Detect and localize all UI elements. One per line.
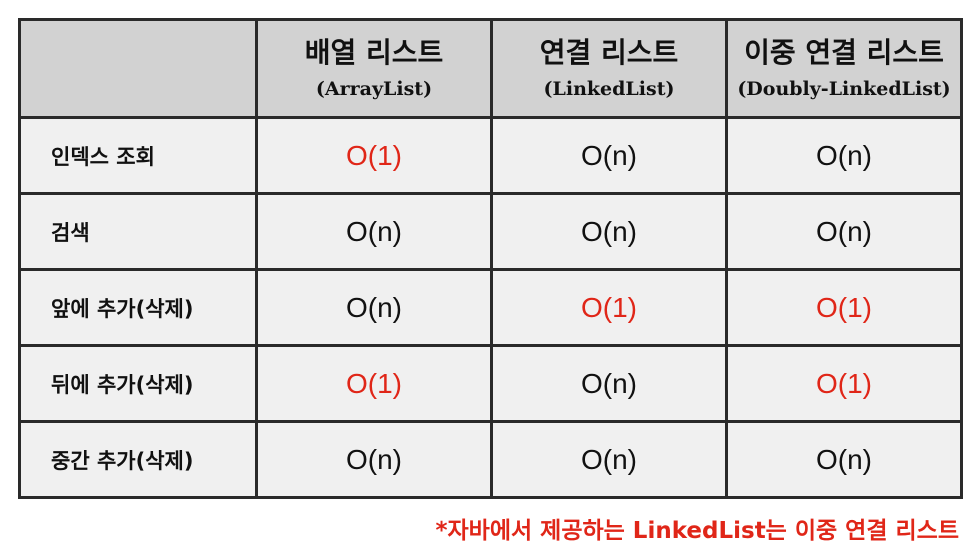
complexity-value: O(n) [725,116,963,195]
complexity-value: O(1) [725,344,963,423]
complexity-value: O(n) [725,420,963,499]
header-subtitle: (ArrayList) [315,77,433,100]
complexity-value: O(1) [490,268,728,347]
operation-label: 뒤에 추가(삭제) [18,344,258,423]
complexity-value: O(n) [490,116,728,195]
complexity-value: O(n) [490,192,728,271]
complexity-value: O(n) [725,192,963,271]
header-arraylist: 배열 리스트 (ArrayList) [255,18,493,119]
complexity-value: O(n) [490,420,728,499]
table-row: 검색 O(n) O(n) O(n) [18,192,963,271]
table-row: 중간 추가(삭제) O(n) O(n) O(n) [18,420,963,499]
complexity-table-container: 배열 리스트 (ArrayList) 연결 리스트 (LinkedList) 이… [18,18,963,499]
header-doubly-linkedlist: 이중 연결 리스트 (Doubly-LinkedList) [725,18,963,119]
header-corner-cell [18,18,258,119]
operation-label: 검색 [18,192,258,271]
footnote: *자바에서 제공하는 LinkedList는 이중 연결 리스트 [435,518,959,544]
complexity-value: O(n) [255,192,493,271]
header-subtitle: (LinkedList) [543,77,675,100]
complexity-value: O(n) [255,420,493,499]
operation-label: 인덱스 조회 [18,116,258,195]
header-title: 배열 리스트 [304,35,444,69]
complexity-value: O(n) [490,344,728,423]
complexity-table: 배열 리스트 (ArrayList) 연결 리스트 (LinkedList) 이… [18,18,963,499]
header-linkedlist: 연결 리스트 (LinkedList) [490,18,728,119]
complexity-value: O(1) [255,344,493,423]
header-subtitle: (Doubly-LinkedList) [737,77,951,100]
header-title: 이중 연결 리스트 [744,35,944,69]
table-row: 인덱스 조회 O(1) O(n) O(n) [18,116,963,195]
table-row: 뒤에 추가(삭제) O(1) O(n) O(1) [18,344,963,423]
table-header-row: 배열 리스트 (ArrayList) 연결 리스트 (LinkedList) 이… [18,18,963,119]
complexity-value: O(1) [255,116,493,195]
complexity-value: O(1) [725,268,963,347]
header-title: 연결 리스트 [539,35,679,69]
table-row: 앞에 추가(삭제) O(n) O(1) O(1) [18,268,963,347]
complexity-value: O(n) [255,268,493,347]
operation-label: 앞에 추가(삭제) [18,268,258,347]
operation-label: 중간 추가(삭제) [18,420,258,499]
